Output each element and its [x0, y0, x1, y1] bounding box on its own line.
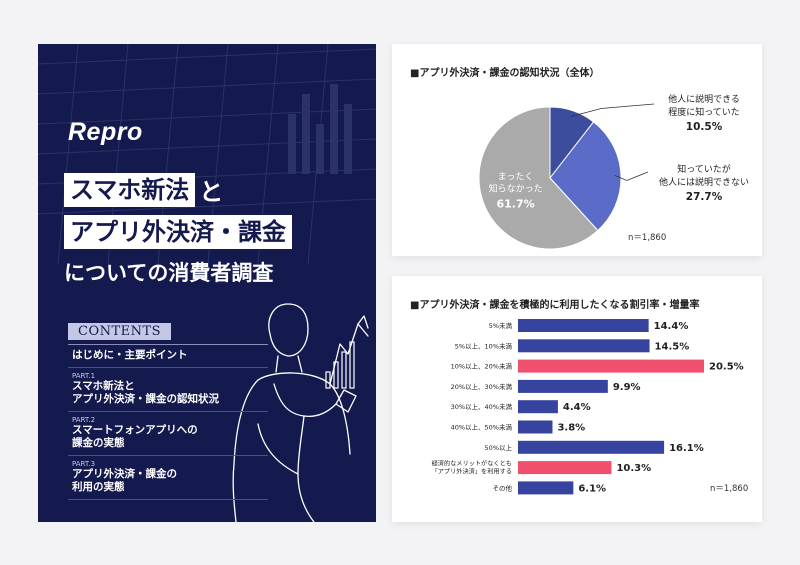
bar-value-label: 14.5%	[655, 341, 690, 352]
pie-slice-value: 61.7%	[496, 197, 534, 210]
discount-chart-card: ■アプリ外決済・課金を積極的に利用したくなる割引率・増量率 5%未満 14.4% 5…	[392, 276, 762, 522]
bar	[518, 339, 650, 353]
pie-slice	[549, 121, 622, 232]
pie-slice-label: 知らなかった	[489, 182, 543, 194]
contents-item-text: 課金の実態	[72, 437, 125, 449]
grid-background	[38, 44, 376, 264]
bar-category-label: 30%以上、40%未満	[451, 402, 513, 411]
person-with-phone-illustration	[232, 303, 369, 522]
report-cover: Repro スマホ新法 と アプリ外決済・課金 についての消費者調査	[38, 44, 376, 522]
title-line-1-suffix: と	[199, 178, 224, 206]
bar-value-label: 14.4%	[654, 321, 689, 332]
title-line-2: アプリ外決済・課金	[64, 215, 292, 249]
bar-value-label: 3.8%	[557, 423, 585, 434]
contents-label: CONTENTS	[68, 323, 172, 340]
pie-slice-label: 程度に知っていた	[668, 106, 740, 118]
pie-slice-label: まったく	[498, 171, 534, 182]
awareness-chart-card: ■アプリ外決済・課金の認知状況（全体） 他人に説明できる 程度に知っていた 10.5…	[392, 44, 762, 256]
bar	[518, 400, 558, 414]
pie-slice-value: 10.5%	[686, 121, 723, 133]
pie-sample-size: n＝1,860	[628, 233, 666, 243]
title-line-3: についての消費者調査	[64, 261, 274, 285]
bar	[518, 461, 612, 475]
pie-slice	[478, 106, 599, 250]
contents-item-text: スマートフォンアプリへの	[72, 424, 198, 436]
bar	[518, 440, 665, 454]
bar-sample-size: n＝1,860	[710, 484, 748, 494]
bar	[518, 420, 553, 434]
contents-item-text: 利用の実態	[72, 481, 125, 493]
contents-item: PART.1 スマホ新法と アプリ外決済・課金の認知状況	[68, 368, 268, 412]
pie-slice-value: 27.7%	[686, 191, 723, 203]
bar-chart-title: ■アプリ外決済・課金を積極的に利用したくなる割引率・増量率	[410, 300, 700, 311]
bar-value-label: 4.4%	[563, 402, 591, 413]
bar	[518, 359, 704, 373]
contents-part-label: PART.1	[72, 372, 96, 380]
bar-category-label: 10%以上、20%未満	[451, 362, 513, 371]
cover-title: スマホ新法 と アプリ外決済・課金 についての消費者調査	[64, 172, 292, 287]
contents-part-label: PART.3	[72, 460, 96, 468]
bar-category-label: 5%未満	[489, 321, 513, 330]
contents-list: CONTENTS はじめに・主要ポイント PART.1 スマホ新法と アプリ外決済・課…	[68, 320, 278, 500]
contents-divider	[68, 344, 268, 345]
bar-value-label: 6.1%	[578, 483, 606, 494]
bar-value-label: 10.3%	[616, 463, 651, 474]
contents-item: PART.2 スマートフォンアプリへの 課金の実態	[68, 412, 268, 456]
bar-category-label: 「アプリ外決済」を利用する	[432, 468, 512, 476]
discount-bar-chart: 5%未満 14.4% 5%以上、10%未満 14.5% 10%以上、20%未満 20.5%…	[432, 319, 748, 495]
title-line-1: スマホ新法	[64, 172, 196, 207]
contents-item-text: スマホ新法と	[72, 380, 135, 392]
contents-item-text: アプリ外決済・課金の	[72, 468, 177, 480]
bar-value-label: 16.1%	[669, 443, 704, 454]
bar-category-label: 50%以上	[485, 443, 513, 452]
bar	[518, 319, 649, 332]
bar-category-label: 5%以上、10%未満	[455, 341, 513, 350]
pie-leader-line	[570, 103, 655, 117]
pie-slice-label: 他人には説明できない	[659, 176, 749, 188]
bar-category-label: 経済的なメリットがなくとも	[432, 460, 512, 468]
repro-logo: Repro	[68, 118, 143, 146]
contents-item: PART.3 アプリ外決済・課金の 利用の実態	[68, 456, 268, 500]
pie-leader-line	[614, 171, 649, 181]
bar	[518, 481, 574, 495]
bar-value-label: 9.9%	[613, 382, 641, 393]
pie-slice-label: 他人に説明できる	[668, 93, 740, 105]
bar-value-label: 20.5%	[709, 362, 744, 373]
pie-slice-label: 知っていたが	[677, 163, 731, 175]
contents-item: はじめに・主要ポイント	[68, 345, 268, 368]
bar	[518, 379, 608, 393]
bar-category-label: その他	[493, 483, 513, 492]
contents-part-label: PART.2	[72, 416, 96, 424]
contents-item-text: はじめに・主要ポイント	[72, 349, 188, 361]
contents-item-text: アプリ外決済・課金の認知状況	[72, 393, 219, 405]
pie-chart-title: ■アプリ外決済・課金の認知状況（全体）	[410, 68, 600, 79]
bar-category-label: 40%以上、50%未満	[451, 423, 513, 432]
bar-category-label: 20%以上、30%未満	[451, 382, 513, 391]
